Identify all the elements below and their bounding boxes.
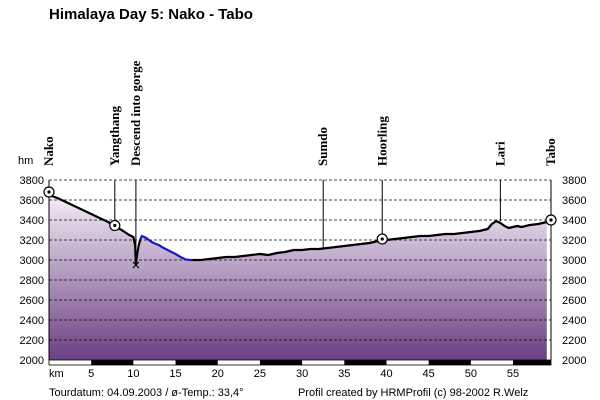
x-tick-label: 50 <box>465 368 477 380</box>
y-tick-label: 3400 <box>20 215 44 227</box>
y-tick-label: 3000 <box>20 255 44 267</box>
y-tick-label: 2400 <box>20 315 44 327</box>
descent-marker <box>132 261 140 269</box>
y-axis-label: hm <box>18 155 33 167</box>
y-tick-label: 3600 <box>20 195 44 207</box>
waypoint-marker-dot <box>549 218 553 222</box>
scale-bar-segment <box>259 360 303 365</box>
waypoint-marker-dot <box>380 237 384 241</box>
waypoint-label: Nako <box>41 136 56 166</box>
y-tick-label: 2800 <box>20 275 44 287</box>
y-tick-label: 3800 <box>562 175 586 187</box>
x-tick-label: 30 <box>296 368 308 380</box>
y-tick-label: 2200 <box>562 335 586 347</box>
x-tick-label: 20 <box>212 368 224 380</box>
x-tick-label: 40 <box>380 368 392 380</box>
profile-segment-descent <box>139 234 193 262</box>
y-tick-label: 2600 <box>20 295 44 307</box>
y-tick-labels-left: 2000 2200 2400 2600 2800 3000 3200 3400 3600 3800 <box>20 175 44 367</box>
scale-bar-segment <box>428 360 471 365</box>
grid-lines <box>49 179 551 341</box>
x-tick-label: 55 <box>507 368 519 380</box>
waypoint-marker-dot <box>47 190 51 194</box>
waypoint-markers <box>43 186 557 269</box>
x-tick-label: 15 <box>169 368 181 380</box>
x-tick-labels: 5 10 15 20 25 30 35 40 45 50 55 <box>88 368 519 380</box>
y-tick-labels-right: 2000 2200 2400 2600 2800 3000 3200 3400 3600 3800 <box>562 175 586 367</box>
y-tick-label: 3800 <box>20 175 44 187</box>
waypoint-label: Descend into gorge <box>128 60 143 166</box>
x-tick-label: 5 <box>88 368 94 380</box>
chart-title: Himalaya Day 5: Nako - Tabo <box>49 6 253 23</box>
y-tick-label: 3000 <box>562 255 586 267</box>
y-tick-label: 3600 <box>562 195 586 207</box>
y-tick-label: 3200 <box>20 235 44 247</box>
y-tick-label: 2000 <box>20 355 44 367</box>
waypoint-label: Lari <box>492 141 507 166</box>
y-tick-label: 2800 <box>562 275 586 287</box>
x-axis-label: km <box>49 368 64 380</box>
waypoint-label: Sumdo <box>315 127 330 166</box>
y-tick-label: 3200 <box>562 235 586 247</box>
y-tick-label: 2400 <box>562 315 586 327</box>
credit-text: Profil created by HRMProfil (c) 98-2002 … <box>298 387 528 399</box>
elevation-area-fill <box>49 195 547 360</box>
x-tick-label: 35 <box>338 368 350 380</box>
x-tick-label: 25 <box>254 368 266 380</box>
waypoint-labels: Nako Yangthang Descend into gorge Sumdo Hoor… <box>41 60 558 166</box>
y-tick-label: 3400 <box>562 215 586 227</box>
y-tick-label: 2200 <box>20 335 44 347</box>
y-tick-label: 2600 <box>562 295 586 307</box>
waypoint-label: Hoorling <box>374 116 389 166</box>
scale-bar-segment <box>344 360 387 365</box>
waypoint-marker-dot <box>113 223 117 228</box>
scale-bar-segment <box>91 360 134 365</box>
waypoint-label: Yangthang <box>107 106 122 166</box>
waypoint-label: Tabo <box>543 138 558 166</box>
x-tick-label: 45 <box>423 368 435 380</box>
scale-bar-segment <box>175 360 218 365</box>
scale-bar-segment <box>513 360 551 365</box>
x-axis-scale-bar <box>48 359 552 366</box>
x-tick-label: 10 <box>127 368 139 380</box>
tour-date-text: Tourdatum: 04.09.2003 / ø-Temp.: 33,4° <box>49 387 244 399</box>
y-tick-label: 2000 <box>562 355 586 367</box>
